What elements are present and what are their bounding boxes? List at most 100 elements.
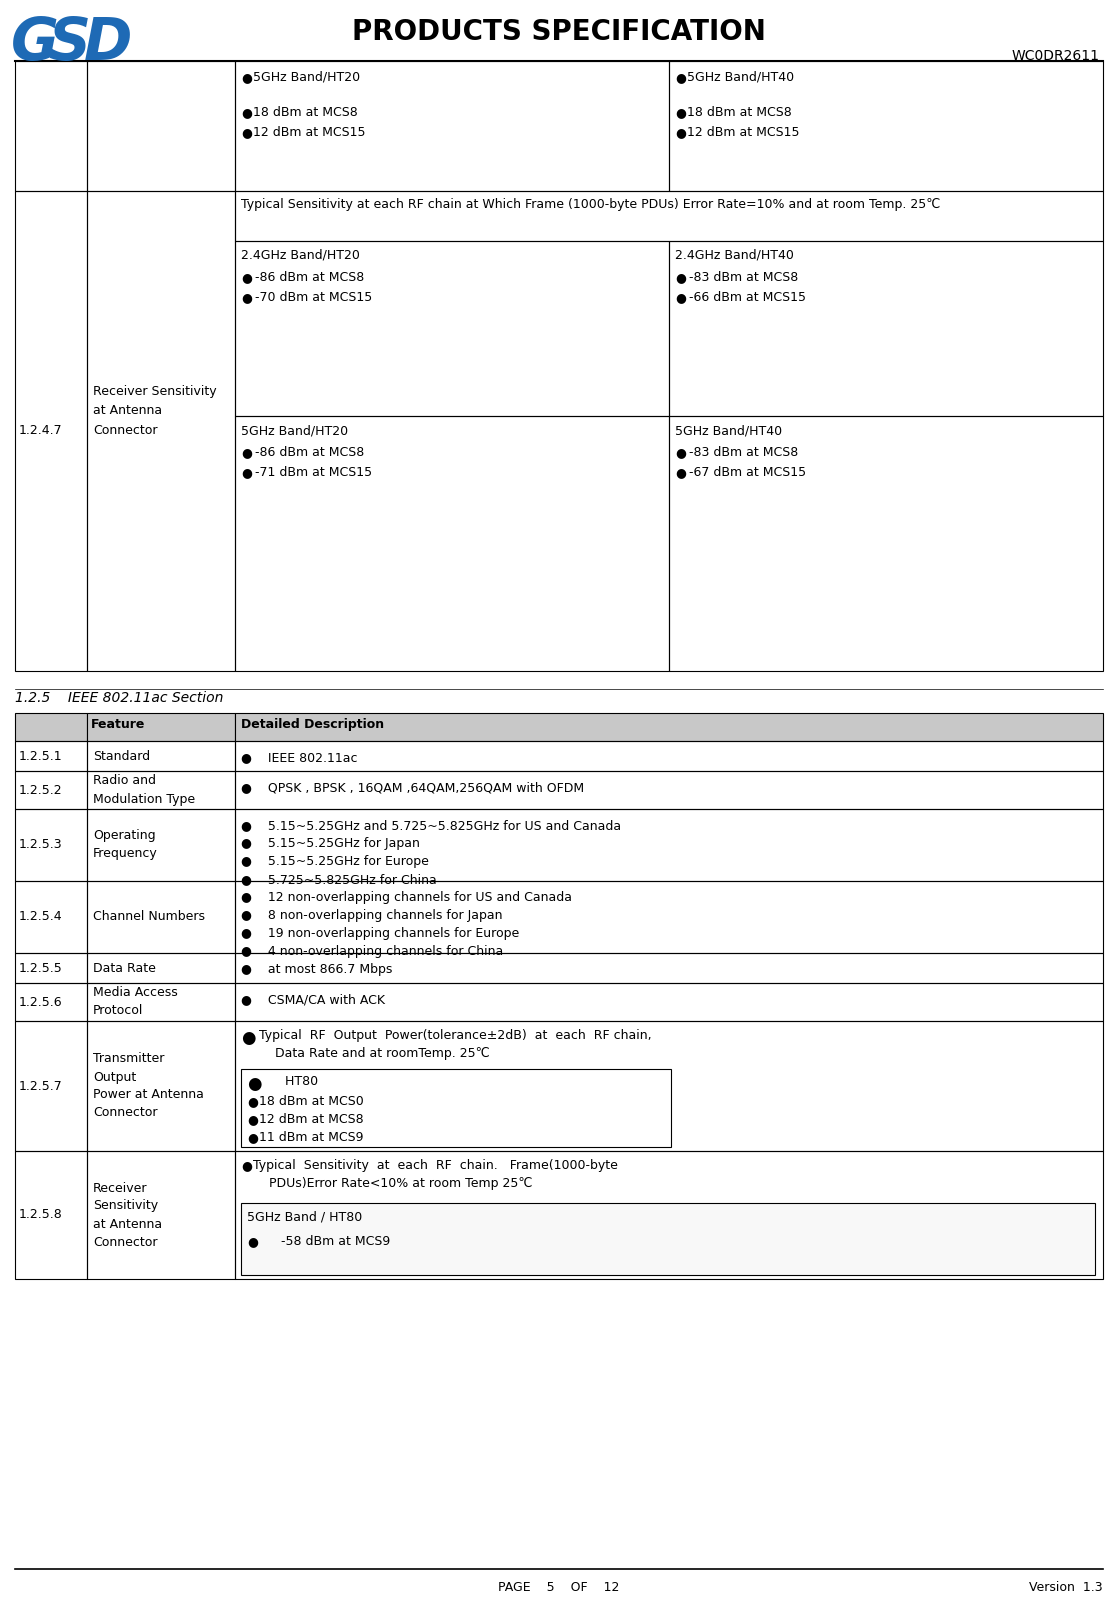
Text: 1.2.5    IEEE 802.11ac Section: 1.2.5 IEEE 802.11ac Section	[15, 691, 224, 705]
Bar	[87, 62, 235, 191]
Text: 1.2.5.2: 1.2.5.2	[19, 783, 63, 796]
Text: ●: ●	[241, 1029, 256, 1047]
Bar	[87, 953, 235, 982]
Text: 1.2.4.7: 1.2.4.7	[19, 425, 63, 438]
Text: WC0DR2611: WC0DR2611	[1012, 49, 1100, 63]
Bar	[87, 809, 235, 880]
Bar	[235, 191, 1103, 242]
Text: ●: ●	[675, 292, 685, 305]
Bar	[15, 953, 87, 982]
Bar	[15, 772, 87, 809]
Bar	[87, 713, 235, 741]
Text: ●: ●	[241, 292, 252, 305]
Text: ●    IEEE 802.11ac: ● IEEE 802.11ac	[241, 751, 358, 763]
Bar	[87, 1151, 235, 1279]
Text: Channel Numbers: Channel Numbers	[93, 911, 205, 924]
Text: ●: ●	[675, 105, 685, 118]
Text: G: G	[11, 15, 59, 71]
Bar	[241, 1068, 671, 1148]
Bar	[235, 713, 1103, 741]
Text: 18 dBm at MCS8: 18 dBm at MCS8	[253, 105, 358, 118]
Text: ●: ●	[675, 71, 685, 84]
Text: ●    5.15~5.25GHz for Europe: ● 5.15~5.25GHz for Europe	[241, 854, 429, 867]
Text: 2.4GHz Band/HT20: 2.4GHz Band/HT20	[241, 250, 360, 263]
Bar	[87, 191, 235, 671]
Bar	[15, 1151, 87, 1279]
Text: -86 dBm at MCS8: -86 dBm at MCS8	[255, 446, 364, 459]
Text: ●: ●	[675, 446, 685, 459]
Text: 1.2.5.3: 1.2.5.3	[19, 838, 63, 851]
Text: Feature: Feature	[91, 718, 145, 731]
Text: 12 dBm at MCS8: 12 dBm at MCS8	[259, 1114, 363, 1127]
Bar	[669, 242, 1103, 417]
Text: -86 dBm at MCS8: -86 dBm at MCS8	[255, 271, 364, 284]
Text: ●    5.15~5.25GHz and 5.725~5.825GHz for US and Canada: ● 5.15~5.25GHz and 5.725~5.825GHz for US…	[241, 819, 622, 832]
Text: ●: ●	[241, 71, 252, 84]
Text: ●    5.15~5.25GHz for Japan: ● 5.15~5.25GHz for Japan	[241, 836, 420, 849]
Text: Typical Sensitivity at each RF chain at Which Frame (1000-byte PDUs) Error Rate=: Typical Sensitivity at each RF chain at …	[241, 198, 940, 211]
Text: 1.2.5.6: 1.2.5.6	[19, 995, 63, 1008]
Text: 1.2.5.5: 1.2.5.5	[19, 961, 63, 974]
Text: 1.2.5.8: 1.2.5.8	[19, 1209, 63, 1222]
Bar	[235, 772, 1103, 809]
Text: ●: ●	[247, 1131, 258, 1144]
Bar	[235, 953, 1103, 982]
Text: ●: ●	[247, 1096, 258, 1109]
Text: Standard: Standard	[93, 749, 150, 762]
Text: Data Rate and at roomTemp. 25℃: Data Rate and at roomTemp. 25℃	[259, 1047, 490, 1060]
Text: 18 dBm at MCS8: 18 dBm at MCS8	[686, 105, 792, 118]
Text: D: D	[84, 15, 132, 71]
Text: Receiver
Sensitivity
at Antenna
Connector: Receiver Sensitivity at Antenna Connecto…	[93, 1182, 162, 1248]
Bar	[15, 880, 87, 953]
Text: S: S	[48, 15, 91, 71]
Text: 5GHz Band/HT20: 5GHz Band/HT20	[253, 71, 360, 84]
Bar	[15, 1021, 87, 1151]
Text: ●: ●	[247, 1075, 262, 1093]
Text: ●    19 non-overlapping channels for Europe: ● 19 non-overlapping channels for Europe	[241, 927, 519, 940]
Bar	[235, 62, 669, 191]
Text: -67 dBm at MCS15: -67 dBm at MCS15	[689, 465, 806, 478]
Text: Media Access
Protocol: Media Access Protocol	[93, 987, 178, 1018]
Text: Operating
Frequency: Operating Frequency	[93, 830, 158, 861]
Text: -71 dBm at MCS15: -71 dBm at MCS15	[255, 465, 372, 478]
Bar	[669, 417, 1103, 671]
Text: -58 dBm at MCS9: -58 dBm at MCS9	[260, 1235, 390, 1248]
Bar	[15, 62, 87, 191]
Text: -70 dBm at MCS15: -70 dBm at MCS15	[255, 292, 372, 305]
Text: 2.4GHz Band/HT40: 2.4GHz Band/HT40	[675, 250, 794, 263]
Text: 1.2.5.7: 1.2.5.7	[19, 1080, 63, 1093]
Text: 1.2.5.4: 1.2.5.4	[19, 911, 63, 924]
Text: ●: ●	[247, 1114, 258, 1127]
Bar	[235, 741, 1103, 772]
Text: ●    12 non-overlapping channels for US and Canada: ● 12 non-overlapping channels for US and…	[241, 892, 572, 905]
Text: ●: ●	[241, 105, 252, 118]
Text: 5GHz Band/HT40: 5GHz Band/HT40	[686, 71, 794, 84]
Text: -83 dBm at MCS8: -83 dBm at MCS8	[689, 271, 798, 284]
Text: PAGE    5    OF    12: PAGE 5 OF 12	[499, 1580, 619, 1593]
Text: PRODUCTS SPECIFICATION: PRODUCTS SPECIFICATION	[352, 18, 766, 45]
Text: 1.2.5.1: 1.2.5.1	[19, 749, 63, 762]
Bar	[15, 809, 87, 880]
Text: 12 dBm at MCS15: 12 dBm at MCS15	[253, 126, 366, 139]
Text: Version  1.3: Version 1.3	[1030, 1580, 1103, 1593]
Bar	[87, 741, 235, 772]
Bar	[235, 417, 669, 671]
Text: 11 dBm at MCS9: 11 dBm at MCS9	[259, 1131, 363, 1144]
Bar	[15, 982, 87, 1021]
Text: ●: ●	[241, 1159, 252, 1172]
Bar	[241, 1203, 1095, 1276]
Bar	[15, 713, 87, 741]
Text: 12 dBm at MCS15: 12 dBm at MCS15	[686, 126, 799, 139]
Text: ●: ●	[675, 465, 685, 478]
Bar	[235, 242, 669, 417]
Text: ●: ●	[241, 446, 252, 459]
Text: ●    8 non-overlapping channels for Japan: ● 8 non-overlapping channels for Japan	[241, 909, 502, 922]
Text: 5GHz Band / HT80: 5GHz Band / HT80	[247, 1211, 362, 1224]
Bar	[235, 880, 1103, 953]
Text: ●    QPSK , BPSK , 16QAM ,64QAM,256QAM with OFDM: ● QPSK , BPSK , 16QAM ,64QAM,256QAM with…	[241, 781, 584, 794]
Bar	[235, 982, 1103, 1021]
Bar	[87, 1021, 235, 1151]
Bar	[669, 62, 1103, 191]
Text: ●    5.725~5.825GHz for China: ● 5.725~5.825GHz for China	[241, 874, 437, 887]
Text: ●    CSMA/CA with ACK: ● CSMA/CA with ACK	[241, 994, 385, 1007]
